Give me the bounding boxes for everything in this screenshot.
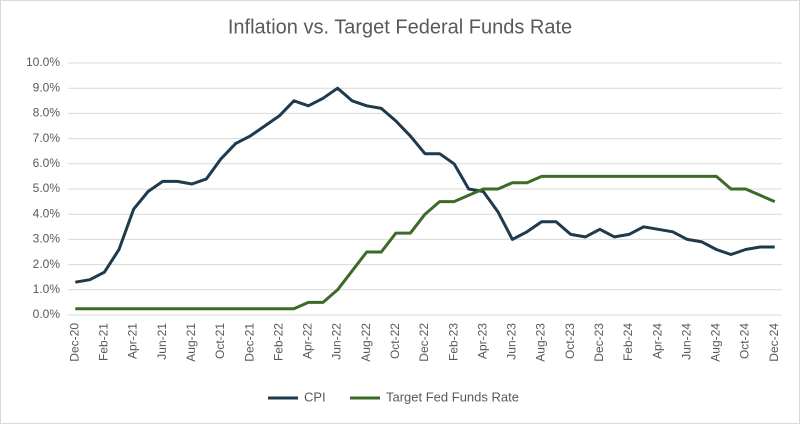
x-tick-label: Apr-21 [126, 323, 140, 359]
x-tick-label: Oct-22 [388, 323, 402, 359]
x-tick-label: Feb-23 [446, 323, 460, 361]
y-tick-label: 3.0% [33, 232, 61, 246]
y-tick-label: 4.0% [33, 206, 61, 220]
x-tick-label: Aug-24 [709, 323, 723, 362]
x-tick-label: Aug-23 [534, 323, 548, 362]
x-tick-label: Feb-24 [621, 323, 635, 361]
x-tick-label: Dec-23 [592, 323, 606, 362]
y-tick-label: 10.0% [26, 55, 60, 69]
x-tick-label: Oct-23 [563, 323, 577, 359]
chart-title: Inflation vs. Target Federal Funds Rate [228, 16, 572, 38]
y-tick-label: 7.0% [33, 131, 61, 145]
x-tick-label: Aug-22 [359, 323, 373, 362]
x-tick-label: Apr-23 [475, 323, 489, 359]
y-tick-label: 0.0% [33, 307, 61, 321]
y-tick-label: 9.0% [33, 80, 61, 94]
x-tick-label: Oct-21 [213, 323, 227, 359]
x-tick-label: Jun-21 [155, 323, 169, 360]
x-tick-label: Apr-22 [301, 323, 315, 359]
legend-label: Target Fed Funds Rate [386, 389, 519, 404]
x-tick-label: Feb-21 [97, 323, 111, 361]
y-tick-label: 6.0% [33, 156, 61, 170]
x-tick-label: Jun-22 [330, 323, 344, 360]
x-tick-label: Feb-22 [271, 323, 285, 361]
series-line [75, 86, 775, 284]
x-tick-label: Jun-23 [505, 323, 519, 360]
series-line [75, 174, 776, 311]
x-tick-label: Dec-24 [767, 323, 781, 362]
x-tick-label: Apr-24 [650, 323, 664, 359]
y-tick-label: 1.0% [33, 282, 61, 296]
x-tick-label: Aug-21 [184, 323, 198, 362]
x-tick-label: Jun-24 [679, 323, 693, 360]
x-tick-label: Dec-21 [242, 323, 256, 362]
y-tick-label: 8.0% [33, 106, 61, 120]
y-tick-label: 2.0% [33, 257, 61, 271]
x-tick-label: Dec-20 [67, 323, 81, 362]
x-tick-label: Oct-24 [738, 323, 752, 359]
legend-label: CPI [304, 389, 326, 404]
y-tick-label: 5.0% [33, 181, 61, 195]
x-tick-label: Dec-22 [417, 323, 431, 362]
